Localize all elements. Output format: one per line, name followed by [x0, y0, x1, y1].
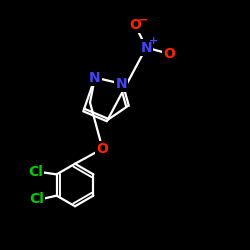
Text: O: O: [129, 18, 141, 32]
Text: N: N: [116, 77, 127, 91]
Text: N: N: [89, 70, 101, 85]
Text: −: −: [137, 14, 148, 26]
Text: Cl: Cl: [28, 165, 43, 179]
Text: N: N: [140, 40, 152, 54]
Text: +: +: [148, 36, 158, 46]
Text: O: O: [163, 47, 175, 61]
Text: Cl: Cl: [29, 192, 44, 206]
Text: O: O: [96, 142, 108, 156]
